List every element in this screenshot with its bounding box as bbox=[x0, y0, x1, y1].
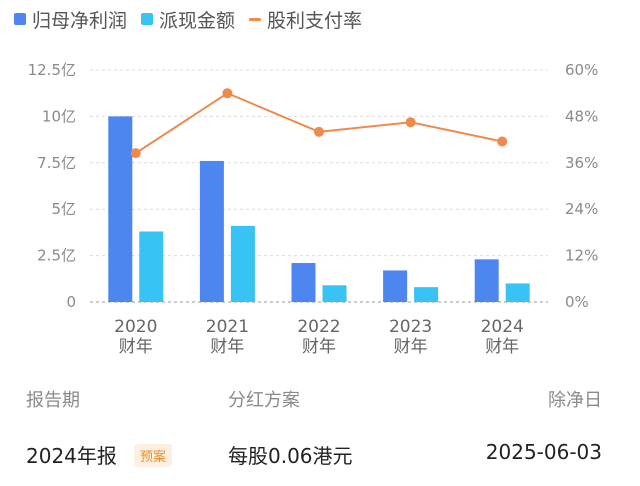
bar-cash-dividend bbox=[322, 285, 347, 302]
payout-ratio-point bbox=[405, 117, 416, 128]
right-axis-tick-label: 48% bbox=[565, 107, 598, 125]
bar-net-profit bbox=[108, 116, 133, 303]
payout-ratio-point bbox=[314, 126, 324, 137]
x-axis-tick-sublabel: 财年 bbox=[485, 337, 519, 357]
bar-cash-dividend bbox=[139, 231, 164, 302]
row-ex-dividend-date: 2025-06-03 bbox=[485, 440, 602, 464]
payout-ratio-point bbox=[222, 88, 233, 99]
legend-swatch-payout-ratio bbox=[249, 17, 262, 21]
dividend-chart: 0 2.5亿 5亿 7.5亿 10亿 12.5亿 0% 12% 24% 36% 48% 60% 2020… bbox=[28, 61, 599, 357]
x-axis-tick-label: 2020 bbox=[114, 317, 157, 337]
x-axis-tick-label: 2021 bbox=[206, 317, 249, 337]
right-axis-tick-label: 0% bbox=[565, 293, 589, 311]
bar-net-profit bbox=[291, 263, 316, 302]
right-axis-tick-label: 12% bbox=[565, 247, 598, 265]
legend-swatch-net-profit bbox=[14, 13, 26, 25]
x-axis-tick-sublabel: 财年 bbox=[302, 337, 336, 357]
right-axis-tick-label: 36% bbox=[565, 154, 598, 172]
x-axis-tick-label: 2022 bbox=[297, 317, 340, 337]
bar-net-profit bbox=[199, 160, 224, 302]
payout-ratio-point bbox=[130, 148, 141, 159]
legend-label-cash-dividend: 派现金额 bbox=[159, 9, 236, 32]
left-axis-tick-label: 7.5亿 bbox=[37, 154, 76, 172]
chart-legend: 归母净利润 派现金额 股利支付率 bbox=[14, 6, 362, 33]
left-axis-tick-label: 12.5亿 bbox=[28, 61, 76, 79]
plan-status-badge: 预案 bbox=[134, 444, 173, 467]
legend-item-cash-dividend[interactable]: 派现金额 bbox=[141, 6, 235, 33]
x-axis-tick-label: 2024 bbox=[481, 317, 524, 337]
left-axis-tick-label: 5亿 bbox=[51, 200, 76, 218]
legend-item-payout-ratio[interactable]: 股利支付率 bbox=[249, 6, 362, 33]
left-axis-tick-label: 0 bbox=[66, 293, 76, 311]
right-axis-tick-label: 24% bbox=[565, 200, 598, 218]
left-axis-tick-label: 10亿 bbox=[42, 107, 76, 125]
payout-ratio-line bbox=[135, 92, 503, 154]
legend-label-net-profit: 归母净利润 bbox=[32, 9, 128, 32]
x-axis-tick-sublabel: 财年 bbox=[210, 337, 244, 357]
bar-net-profit bbox=[474, 259, 499, 302]
right-axis-tick-label: 60% bbox=[565, 61, 598, 79]
x-axis-tick-sublabel: 财年 bbox=[394, 337, 428, 357]
legend-item-net-profit[interactable]: 归母净利润 bbox=[14, 6, 127, 33]
dividend-table-header: 报告期 分红方案 除净日 bbox=[0, 384, 640, 414]
header-ex-dividend-date: 除净日 bbox=[548, 390, 602, 411]
bar-net-profit bbox=[383, 270, 408, 302]
header-report-period: 报告期 bbox=[26, 390, 80, 411]
row-report-period: 2024年报 bbox=[26, 444, 117, 468]
bar-cash-dividend bbox=[505, 283, 530, 302]
legend-swatch-cash-dividend bbox=[141, 13, 154, 25]
x-axis-tick-sublabel: 财年 bbox=[119, 337, 153, 357]
left-axis-tick-label: 2.5亿 bbox=[37, 247, 76, 265]
header-dividend-plan: 分红方案 bbox=[228, 390, 300, 411]
row-dividend-plan: 每股0.06港元 bbox=[228, 444, 353, 468]
table-row[interactable]: 2024年报 预案 每股0.06港元 2025-06-03 bbox=[0, 440, 640, 474]
legend-label-payout-ratio: 股利支付率 bbox=[267, 9, 363, 32]
payout-ratio-point bbox=[497, 136, 508, 147]
x-axis-tick-label: 2023 bbox=[389, 317, 432, 337]
bar-cash-dividend bbox=[230, 225, 255, 302]
bar-cash-dividend bbox=[414, 287, 439, 302]
